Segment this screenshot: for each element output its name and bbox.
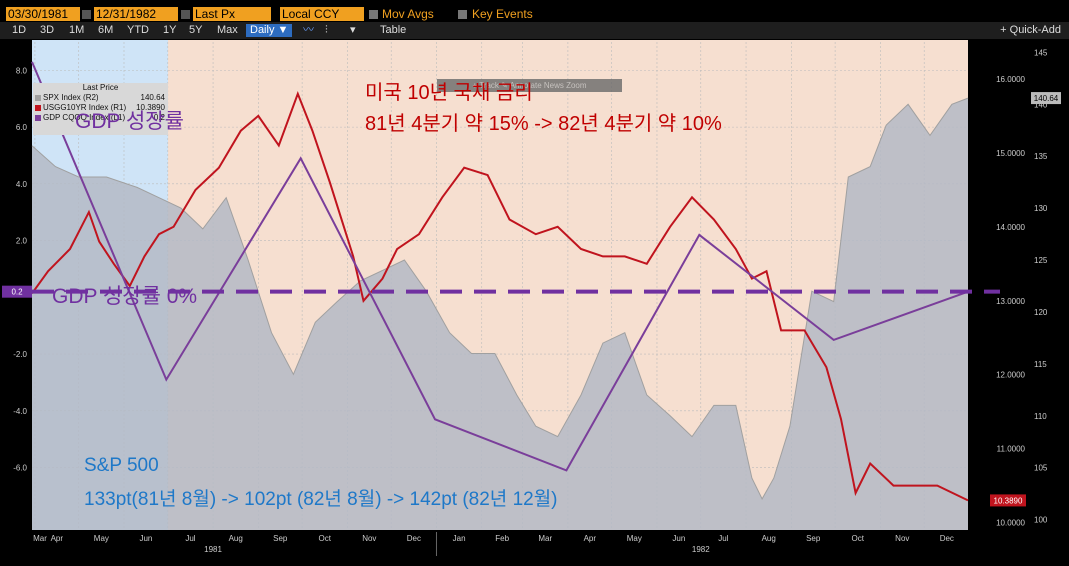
gdp-current-badge-text: 0.2	[11, 288, 23, 297]
x-tick-label: Nov	[362, 534, 376, 543]
legend-swatch-spx	[35, 95, 41, 101]
x-tick-label: Jul	[185, 534, 195, 543]
right2-tick-label: 145	[1034, 48, 1048, 57]
key-events-checkbox[interactable]	[458, 10, 467, 19]
tab-1m[interactable]: 1M	[69, 24, 84, 37]
x-tick-label: Jan	[453, 534, 466, 543]
tab-table[interactable]: Table	[380, 24, 406, 37]
x-tick-label: Oct	[319, 534, 332, 543]
spx-detail-annotation: 133pt(81년 8월) -> 102pt (82년 8월) -> 142pt…	[84, 484, 558, 511]
left-tick-label: -4.0	[13, 407, 27, 416]
right1-tick-label: 12.0000	[996, 371, 1025, 380]
gdp-zero-annotation: GDP 성장률 0%	[52, 280, 197, 310]
right2-tick-label: 130	[1034, 204, 1048, 213]
period-tabs: 1D 3D 1M 6M YTD 1Y 5Y Max Daily ▼ 〰 ⫶ ▾ …	[0, 22, 1069, 39]
field-select[interactable]: Last Px	[193, 7, 271, 21]
right2-tick-label: 110	[1034, 412, 1047, 421]
spx-title-annotation: S&P 500	[84, 455, 159, 477]
left-tick-label: -6.0	[13, 464, 27, 473]
x-tick-label: Dec	[940, 534, 954, 543]
rate-title-annotation: 미국 10년 국채 금리	[365, 76, 533, 105]
end-date-field[interactable]: 12/31/1982	[94, 7, 178, 21]
right1-tick-label: 14.0000	[996, 223, 1025, 232]
legend-title: Last Price	[33, 83, 168, 93]
bar-style-icon[interactable]: ⫶	[325, 24, 328, 37]
right1-tick-label: 10.0000	[996, 519, 1025, 528]
left-tick-label: 4.0	[16, 180, 28, 189]
calendar-icon[interactable]	[181, 10, 190, 19]
legend-swatch-rate	[35, 105, 41, 111]
x-tick-label: Apr	[51, 534, 64, 543]
x-tick-label: Sep	[273, 534, 288, 543]
left-tick-label: 8.0	[16, 66, 28, 75]
x-tick-label: May	[627, 534, 642, 543]
right2-tick-label: 100	[1034, 516, 1048, 525]
x-tick-label: Sep	[806, 534, 821, 543]
currency-select[interactable]: Local CCY	[280, 7, 364, 21]
chart-type-dropdown-icon[interactable]: ▾	[350, 24, 356, 37]
right1-tick-label: 11.0000	[997, 445, 1026, 454]
year-label: 1982	[692, 545, 710, 554]
tab-max[interactable]: Max	[217, 24, 238, 37]
right2-tick-label: 105	[1034, 464, 1048, 473]
mov-avgs-label: Mov Avgs	[382, 7, 434, 21]
right2-tick-label: 135	[1034, 152, 1048, 161]
x-tick-label: Nov	[895, 534, 909, 543]
mov-avgs-checkbox[interactable]	[369, 10, 378, 19]
chart-area: 8.0 6.0 4.0 2.0 -2.0 -4.0 -6.0 Mar Apr May Jun Jul A…	[0, 39, 1069, 561]
tab-1d[interactable]: 1D	[12, 24, 26, 37]
legend-value: 140.64	[141, 93, 165, 103]
start-date-field[interactable]: 03/30/1981	[6, 7, 80, 21]
x-tick-label: Dec	[407, 534, 421, 543]
x-tick-label: Mar	[538, 534, 552, 543]
toolbar: 03/30/1981 12/31/1982 Last Px Local CCY …	[0, 0, 1069, 22]
right2-tick-label: 125	[1034, 256, 1048, 265]
right2-tick-label: 120	[1034, 308, 1048, 317]
right1-tick-label: 16.0000	[996, 75, 1025, 84]
tab-1y[interactable]: 1Y	[163, 24, 176, 37]
key-events-label: Key Events	[472, 7, 533, 21]
left-tick-label: 6.0	[16, 123, 28, 132]
calendar-icon[interactable]	[82, 10, 91, 19]
legend-row-spx: SPX Index (R2) 140.64	[33, 93, 168, 103]
x-tick-label: Aug	[762, 534, 776, 543]
x-tick-label: Jul	[718, 534, 728, 543]
spx-current-badge-text: 140.64	[1034, 94, 1059, 103]
x-tick-label: May	[94, 534, 109, 543]
x-tick-label: Feb	[495, 534, 509, 543]
x-tick-label: Oct	[852, 534, 865, 543]
x-tick-label: Aug	[229, 534, 243, 543]
x-tick-label: Jun	[139, 534, 152, 543]
x-tick-label: Apr	[584, 534, 597, 543]
frequency-select[interactable]: Daily ▼	[246, 24, 292, 37]
legend-label: SPX Index (R2)	[43, 93, 99, 102]
tab-3d[interactable]: 3D	[40, 24, 54, 37]
gdp-annotation: GDP 성장률	[75, 105, 184, 135]
right2-tick-label: 115	[1034, 360, 1047, 369]
quick-add-button[interactable]: + Quick-Add	[1000, 24, 1061, 36]
right1-tick-label: 15.0000	[996, 149, 1025, 158]
tab-5y[interactable]: 5Y	[189, 24, 202, 37]
tab-6m[interactable]: 6M	[98, 24, 113, 37]
tab-ytd[interactable]: YTD	[127, 24, 149, 37]
left-tick-label: 2.0	[16, 237, 28, 246]
year-label: 1981	[204, 545, 222, 554]
x-tick-label: Mar	[33, 534, 47, 543]
right1-tick-label: 13.0000	[996, 297, 1025, 306]
rate-current-badge-text: 10.3890	[994, 496, 1023, 505]
x-tick-label: Jun	[672, 534, 685, 543]
line-chart-icon[interactable]: 〰	[303, 24, 314, 37]
rate-detail-annotation: 81년 4분기 약 15% -> 82년 4분기 약 10%	[365, 107, 722, 136]
legend-swatch-gdp	[35, 115, 41, 121]
left-tick-label: -2.0	[13, 350, 27, 359]
